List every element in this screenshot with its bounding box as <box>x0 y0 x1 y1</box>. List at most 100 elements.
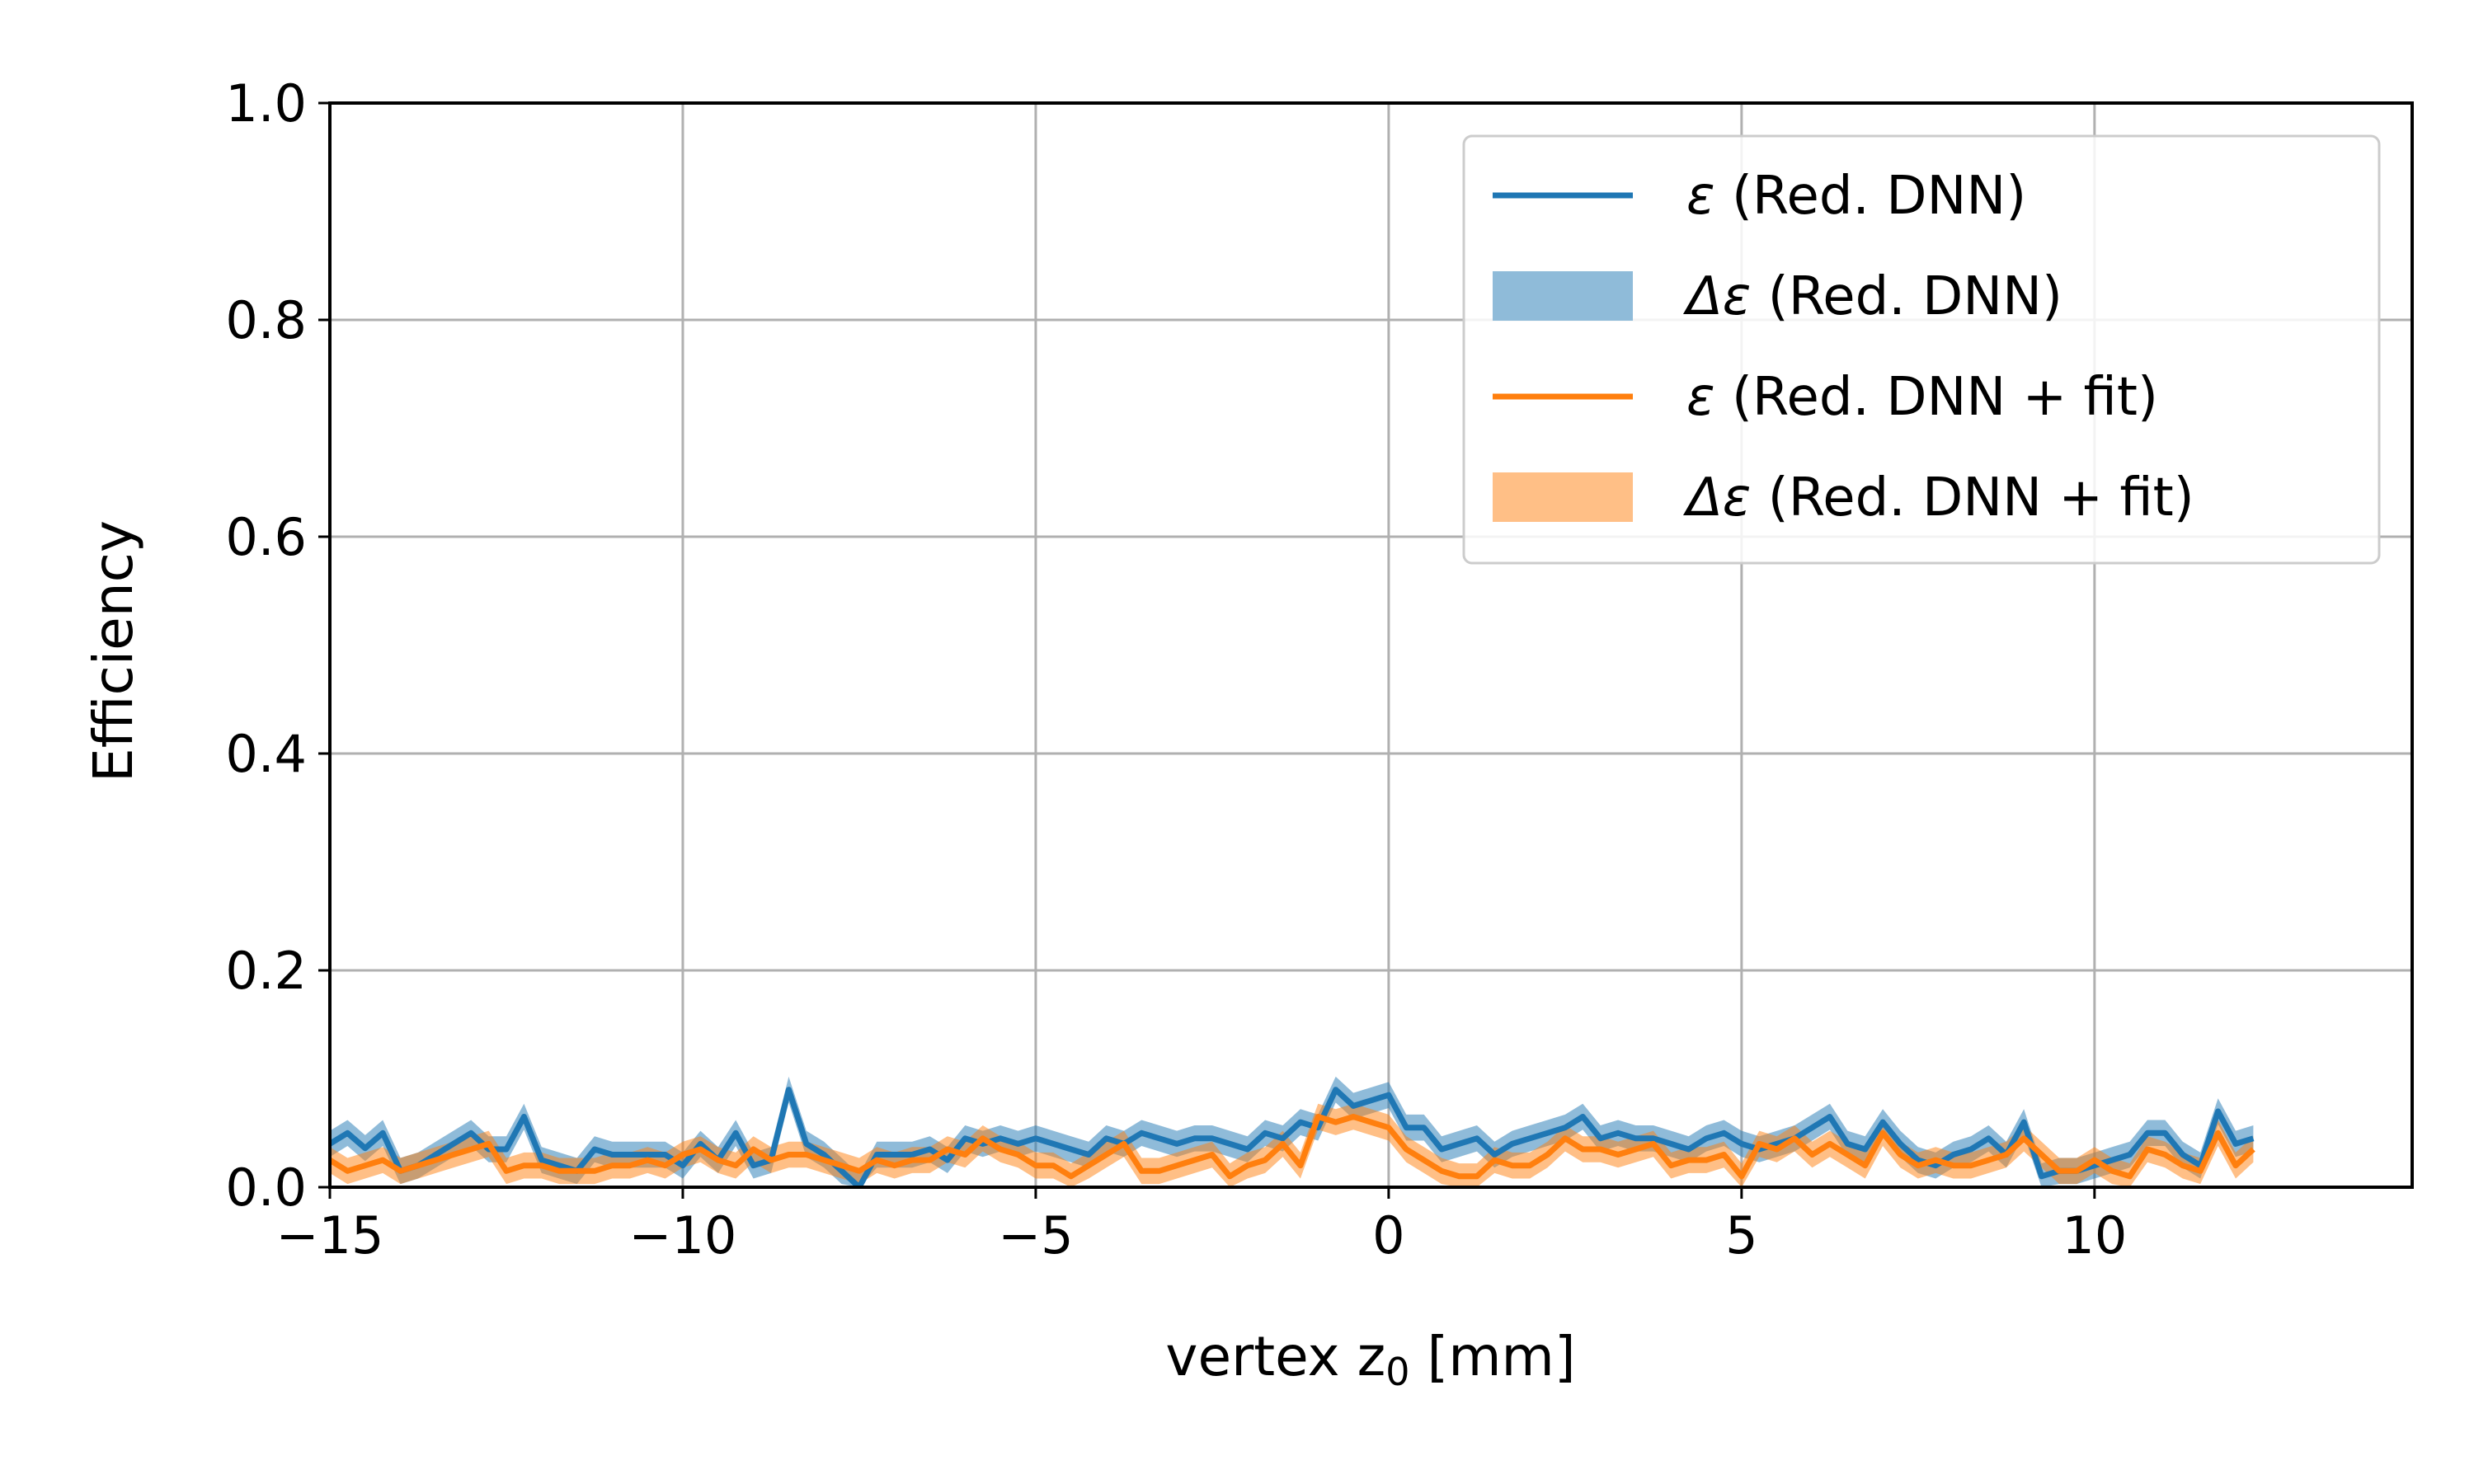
data-point <box>964 1137 967 1139</box>
data-point <box>470 1148 473 1151</box>
data-point <box>2181 1153 2184 1156</box>
data-point <box>435 1159 437 1162</box>
data-point <box>2058 1170 2061 1172</box>
data-point <box>717 1159 719 1162</box>
data-point <box>1970 1164 1973 1167</box>
data-point <box>699 1143 702 1145</box>
data-point <box>1441 1170 1443 1172</box>
data-point <box>1334 1121 1337 1124</box>
data-point <box>1670 1143 1672 1145</box>
data-point <box>699 1148 702 1151</box>
data-point <box>1405 1148 1408 1151</box>
series-line-red-dnn-fit <box>330 1114 2255 1180</box>
series-band-red-dnn-fit <box>330 1103 2254 1187</box>
data-point <box>1846 1153 1849 1156</box>
data-point <box>1475 1175 1478 1177</box>
data-point <box>558 1170 561 1172</box>
data-point <box>1352 1115 1355 1118</box>
data-point <box>1052 1143 1055 1145</box>
data-point <box>1917 1164 1919 1167</box>
data-point <box>1529 1164 1531 1167</box>
data-point <box>1034 1137 1037 1139</box>
x-tick-label: 0 <box>1372 1205 1404 1266</box>
data-point <box>788 1153 790 1156</box>
data-point <box>611 1164 614 1167</box>
data-point <box>1970 1148 1973 1151</box>
data-point <box>1987 1137 1990 1139</box>
data-point <box>858 1170 860 1172</box>
data-point <box>1387 1126 1390 1129</box>
data-point <box>1458 1175 1460 1177</box>
data-point <box>2111 1159 2114 1162</box>
legend-text: (Red. DNN + fit) <box>1715 367 2158 428</box>
data-point <box>2093 1164 2095 1167</box>
data-point <box>1546 1153 1549 1156</box>
data-point <box>1617 1153 1620 1156</box>
legend-symbol: Δε <box>1682 266 1751 327</box>
data-point <box>1211 1137 1213 1139</box>
data-point <box>1370 1121 1372 1124</box>
legend-box <box>1462 134 2381 565</box>
data-point <box>1176 1164 1178 1167</box>
data-point <box>1705 1159 1708 1162</box>
data-point <box>452 1143 454 1145</box>
data-point <box>735 1132 737 1134</box>
data-point <box>2199 1170 2202 1172</box>
data-point <box>1088 1153 1090 1156</box>
data-point <box>770 1159 773 1162</box>
data-point <box>1652 1137 1654 1139</box>
data-point <box>435 1153 437 1156</box>
data-point <box>1352 1105 1355 1107</box>
data-point <box>911 1159 914 1162</box>
data-point <box>647 1153 649 1156</box>
data-point <box>999 1137 1002 1139</box>
data-point <box>1246 1164 1249 1167</box>
legend-text: (Red. DNN) <box>1751 266 2062 327</box>
data-point <box>2147 1132 2149 1134</box>
data-point <box>1564 1137 1566 1139</box>
data-point <box>840 1170 843 1172</box>
data-point <box>346 1132 349 1134</box>
data-point <box>2005 1153 2007 1156</box>
data-point <box>929 1159 931 1162</box>
data-point <box>876 1159 878 1162</box>
data-point <box>805 1143 807 1145</box>
data-point <box>1282 1143 1284 1145</box>
data-point <box>452 1153 454 1156</box>
data-point <box>399 1170 402 1172</box>
x-tick-label: −5 <box>998 1205 1073 1266</box>
data-point <box>506 1170 508 1172</box>
data-point <box>1458 1143 1460 1145</box>
x-axis-label-unit: [mm] <box>1410 1325 1576 1388</box>
data-point <box>1952 1153 1954 1156</box>
x-tick-label: 10 <box>2062 1205 2127 1266</box>
data-point <box>2040 1153 2043 1156</box>
data-point <box>1529 1137 1531 1139</box>
data-point <box>2040 1175 2043 1177</box>
data-point <box>682 1164 684 1167</box>
y-axis-title: Efficiency <box>82 520 145 782</box>
data-point <box>735 1164 737 1167</box>
data-point <box>346 1170 349 1172</box>
y-tick-label: 0.8 <box>225 290 307 350</box>
data-point <box>1740 1143 1743 1145</box>
data-point <box>1899 1143 1902 1145</box>
legend-label: Δε (Red. DNN) <box>1682 266 2062 327</box>
data-point <box>664 1153 666 1156</box>
data-point <box>576 1170 578 1172</box>
data-point <box>1229 1175 1231 1177</box>
data-point <box>1246 1148 1249 1151</box>
y-tick-label: 0.6 <box>225 507 307 567</box>
data-point <box>1299 1121 1301 1124</box>
data-point <box>1935 1159 1937 1162</box>
data-point <box>2128 1175 2131 1177</box>
data-point <box>752 1148 755 1151</box>
data-point <box>1158 1170 1160 1172</box>
data-point <box>929 1148 931 1151</box>
legend-text: (Red. DNN + fit) <box>1751 467 2194 528</box>
data-point <box>2093 1159 2095 1162</box>
data-point <box>1088 1164 1090 1167</box>
data-point <box>364 1164 366 1167</box>
x-tick-label: −10 <box>629 1205 737 1266</box>
